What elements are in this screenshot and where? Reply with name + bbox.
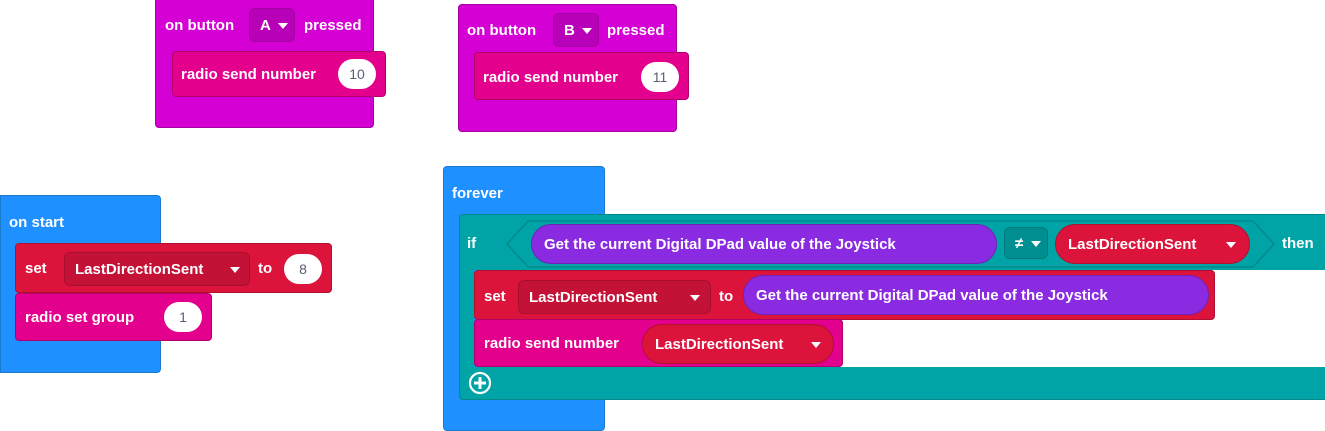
then-label: then bbox=[1282, 235, 1314, 252]
radio-set-group-label: radio set group bbox=[25, 309, 135, 326]
to-label: to bbox=[719, 288, 734, 305]
variable-reporter[interactable]: LastDirectionSent bbox=[642, 324, 834, 364]
radio-send-number-block[interactable]: radio send number LastDirectionSent bbox=[474, 319, 843, 367]
on-button-label: on button bbox=[467, 22, 537, 39]
pressed-label: pressed bbox=[304, 17, 362, 34]
radio-send-number-label: radio send number bbox=[181, 66, 317, 83]
radio-send-number-block-a[interactable]: radio send number 10 bbox=[172, 51, 386, 97]
joystick-dpad-reporter[interactable]: Get the current Digital DPad value of th… bbox=[531, 224, 997, 264]
radio-send-number-label: radio send number bbox=[483, 69, 619, 86]
operator-dropdown[interactable]: ≠ bbox=[1004, 227, 1048, 259]
button-a-dropdown[interactable]: A bbox=[249, 8, 295, 42]
to-label: to bbox=[258, 260, 273, 277]
variable-name: LastDirectionSent bbox=[655, 335, 784, 353]
button-b-value: B bbox=[564, 21, 575, 39]
chevron-down-icon bbox=[278, 23, 288, 29]
chevron-down-icon bbox=[1226, 242, 1236, 248]
button-a-value: A bbox=[260, 16, 271, 34]
chevron-down-icon bbox=[1031, 241, 1041, 247]
button-b-dropdown[interactable]: B bbox=[553, 13, 599, 47]
set-variable-block[interactable]: set LastDirectionSent to 8 bbox=[15, 243, 332, 293]
variable-name: LastDirectionSent bbox=[75, 260, 204, 278]
set-variable-block[interactable]: set LastDirectionSent to Get the current… bbox=[474, 270, 1215, 320]
joystick-dpad-reporter[interactable]: Get the current Digital DPad value of th… bbox=[743, 275, 1209, 315]
number-input[interactable]: 8 bbox=[284, 254, 322, 284]
set-label: set bbox=[484, 288, 506, 305]
operator-value: ≠ bbox=[1015, 234, 1024, 252]
on-start-label: on start bbox=[9, 214, 65, 231]
pressed-label: pressed bbox=[607, 22, 665, 39]
chevron-down-icon bbox=[811, 342, 821, 348]
variable-name: LastDirectionSent bbox=[529, 288, 658, 306]
chevron-down-icon bbox=[230, 267, 240, 273]
variable-dropdown[interactable]: LastDirectionSent bbox=[518, 280, 711, 314]
number-input[interactable]: 11 bbox=[641, 62, 679, 92]
forever-label: forever bbox=[452, 185, 503, 202]
if-label: if bbox=[467, 235, 477, 252]
variable-name: LastDirectionSent bbox=[1068, 235, 1197, 253]
number-input[interactable]: 10 bbox=[338, 59, 376, 89]
radio-set-group-block[interactable]: radio set group 1 bbox=[15, 293, 212, 341]
on-button-label: on button bbox=[165, 17, 235, 34]
add-else-icon[interactable] bbox=[468, 371, 492, 395]
set-label: set bbox=[25, 260, 47, 277]
chevron-down-icon bbox=[582, 28, 592, 34]
chevron-down-icon bbox=[690, 295, 700, 301]
variable-dropdown[interactable]: LastDirectionSent bbox=[64, 252, 250, 286]
variable-reporter[interactable]: LastDirectionSent bbox=[1055, 224, 1250, 264]
radio-send-number-label: radio send number bbox=[484, 335, 620, 352]
radio-send-number-block-b[interactable]: radio send number 11 bbox=[474, 52, 689, 100]
number-input[interactable]: 1 bbox=[164, 302, 202, 332]
